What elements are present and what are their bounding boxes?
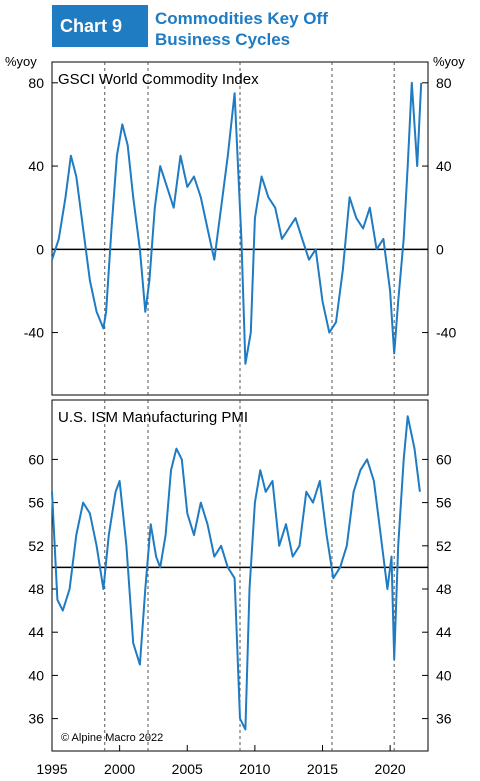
y-tick-label-left: 80 [28,75,44,91]
y-tick-label-right: 52 [436,538,452,554]
chart-number-badge: Chart 9 [52,5,148,47]
x-tick-label: 2000 [104,761,135,777]
y-tick-label-right: 60 [436,451,452,467]
chart-title-line-2: Business Cycles [155,30,291,49]
y-tick-label-left: 40 [28,158,44,174]
y-tick-label-right: 48 [436,581,452,597]
y-tick-label-right: 0 [436,241,444,257]
y-tick-label-left: 44 [28,624,44,640]
y-unit-label-right: %yoy [433,54,465,69]
x-tick-label: 2005 [172,761,203,777]
series-line [51,81,423,365]
y-tick-label-left: 60 [28,451,44,467]
y-tick-label-right: -40 [436,325,456,341]
y-unit-label-left: %yoy [5,54,37,69]
chart-title-line-1: Commodities Key Off [155,9,328,28]
x-tick-label: 2015 [307,761,338,777]
y-tick-label-left: 56 [28,495,44,511]
series-line [51,415,421,731]
y-tick-label-right: 40 [436,667,452,683]
y-tick-label-right: 40 [436,158,452,174]
panel-title: U.S. ISM Manufacturing PMI [58,409,248,426]
y-tick-label-right: 36 [436,711,452,727]
y-tick-label-left: 52 [28,538,44,554]
y-tick-label-left: 36 [28,711,44,727]
y-tick-label-left: -40 [24,325,44,341]
y-tick-label-left: 40 [28,667,44,683]
y-tick-label-left: 0 [36,241,44,257]
x-tick-label: 2020 [375,761,406,777]
panel-title: GSCI World Commodity Index [58,71,259,88]
y-tick-label-left: 48 [28,581,44,597]
y-tick-label-right: 44 [436,624,452,640]
x-tick-label: 1995 [36,761,67,777]
x-tick-label: 2010 [239,761,270,777]
chart-title: Commodities Key Off Business Cycles [155,8,328,50]
y-tick-label-right: 80 [436,75,452,91]
y-tick-label-right: 56 [436,495,452,511]
copyright-note: © Alpine Macro 2022 [61,732,163,744]
